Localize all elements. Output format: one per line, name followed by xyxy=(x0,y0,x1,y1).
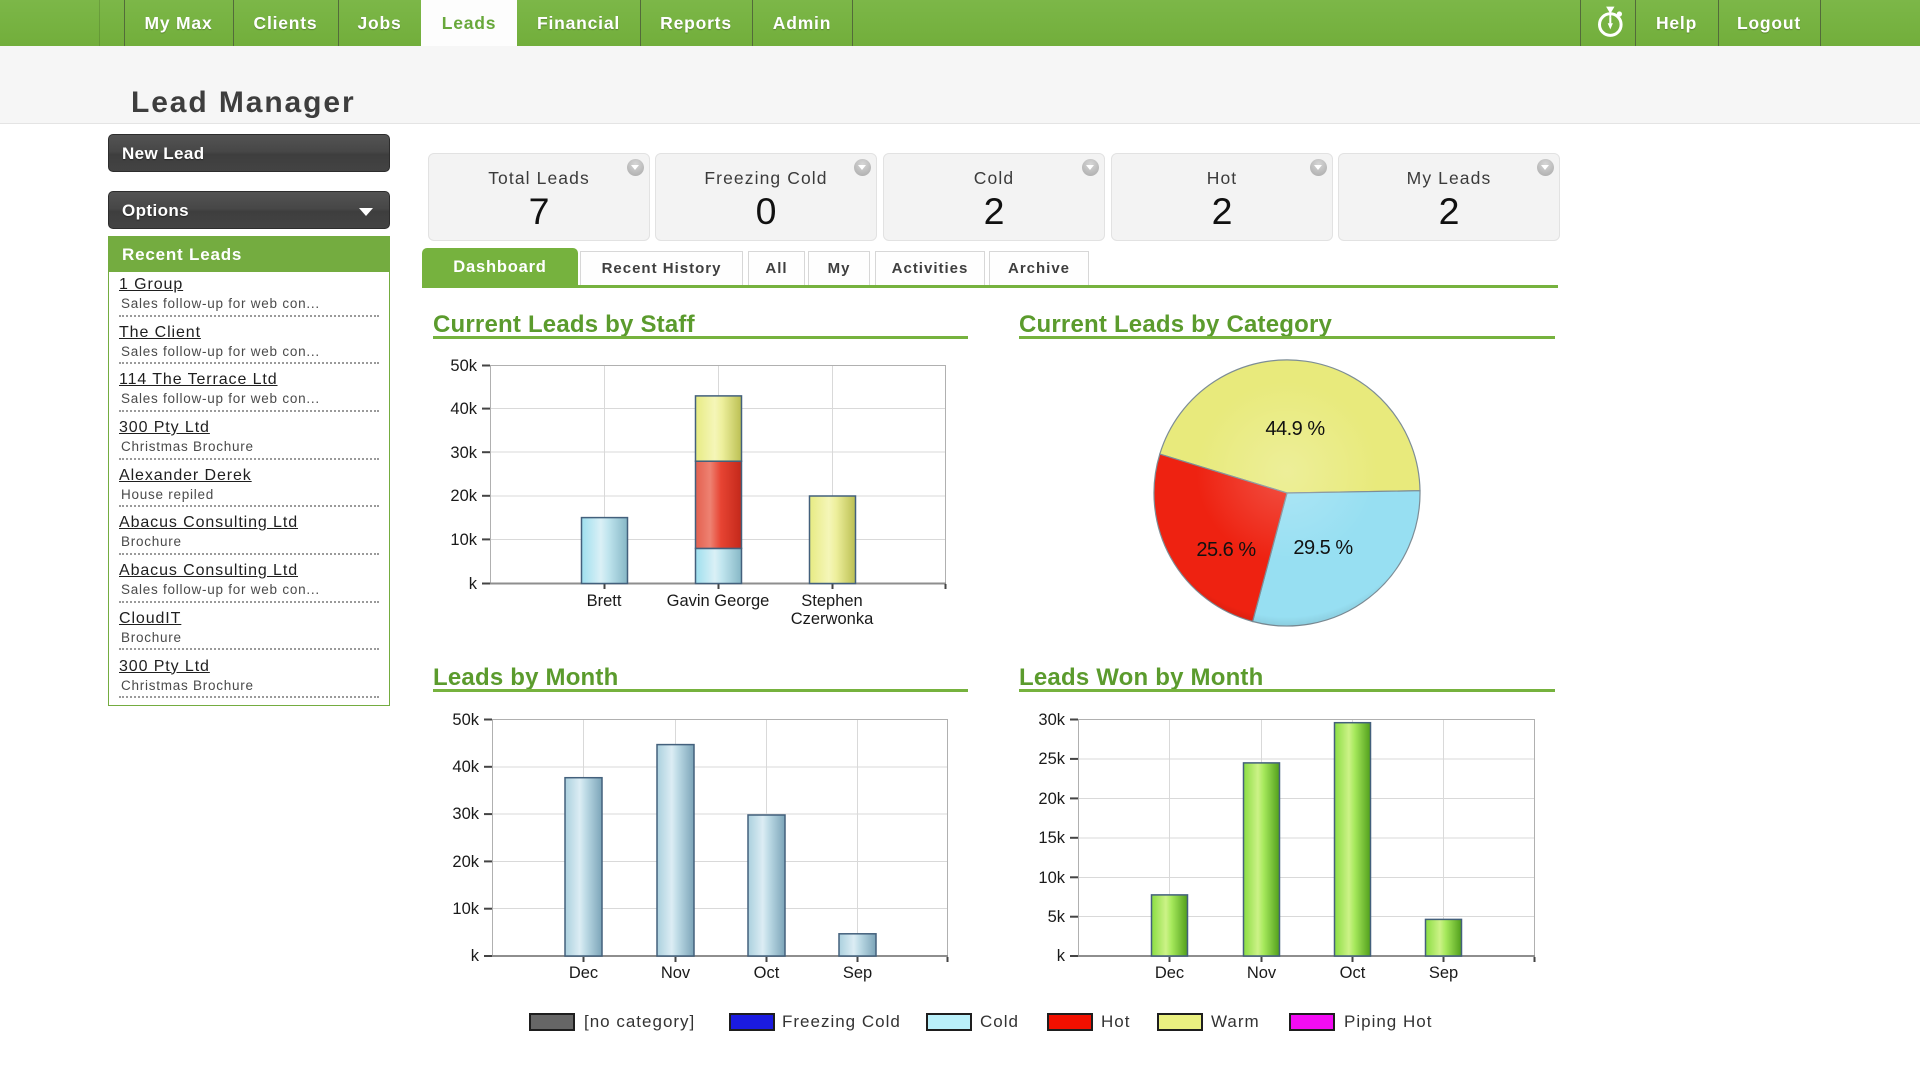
svg-text:Nov: Nov xyxy=(661,964,691,982)
svg-text:50k: 50k xyxy=(450,357,477,375)
svg-text:k: k xyxy=(469,575,478,593)
svg-text:10k: 10k xyxy=(1038,869,1065,887)
svg-text:Sep: Sep xyxy=(843,964,872,982)
svg-text:15k: 15k xyxy=(1038,829,1065,847)
svg-text:Sep: Sep xyxy=(1429,964,1458,982)
svg-text:20k: 20k xyxy=(450,487,477,505)
svg-text:25.6 %: 25.6 % xyxy=(1196,539,1256,561)
svg-text:Brett: Brett xyxy=(587,592,622,610)
svg-text:29.5 %: 29.5 % xyxy=(1293,537,1353,559)
svg-text:5k: 5k xyxy=(1048,908,1066,926)
svg-text:20k: 20k xyxy=(1038,790,1065,808)
svg-text:20k: 20k xyxy=(452,853,479,871)
svg-text:40k: 40k xyxy=(452,758,479,776)
svg-text:30k: 30k xyxy=(1038,711,1065,729)
svg-text:Nov: Nov xyxy=(1247,964,1277,982)
svg-text:Gavin George: Gavin George xyxy=(667,592,770,610)
svg-text:25k: 25k xyxy=(1038,750,1065,768)
svg-text:Dec: Dec xyxy=(1155,964,1184,982)
svg-text:40k: 40k xyxy=(450,400,477,418)
svg-text:10k: 10k xyxy=(452,900,479,918)
svg-text:k: k xyxy=(471,947,480,965)
svg-text:Oct: Oct xyxy=(1340,964,1366,982)
svg-text:Czerwonka: Czerwonka xyxy=(791,610,874,628)
svg-text:30k: 30k xyxy=(450,444,477,462)
svg-text:50k: 50k xyxy=(452,711,479,729)
svg-text:44.9 %: 44.9 % xyxy=(1265,418,1325,440)
svg-text:Oct: Oct xyxy=(754,964,780,982)
svg-text:30k: 30k xyxy=(452,805,479,823)
svg-text:k: k xyxy=(1057,947,1066,965)
svg-text:Stephen: Stephen xyxy=(801,592,862,610)
svg-text:10k: 10k xyxy=(450,531,477,549)
svg-text:Dec: Dec xyxy=(569,964,598,982)
